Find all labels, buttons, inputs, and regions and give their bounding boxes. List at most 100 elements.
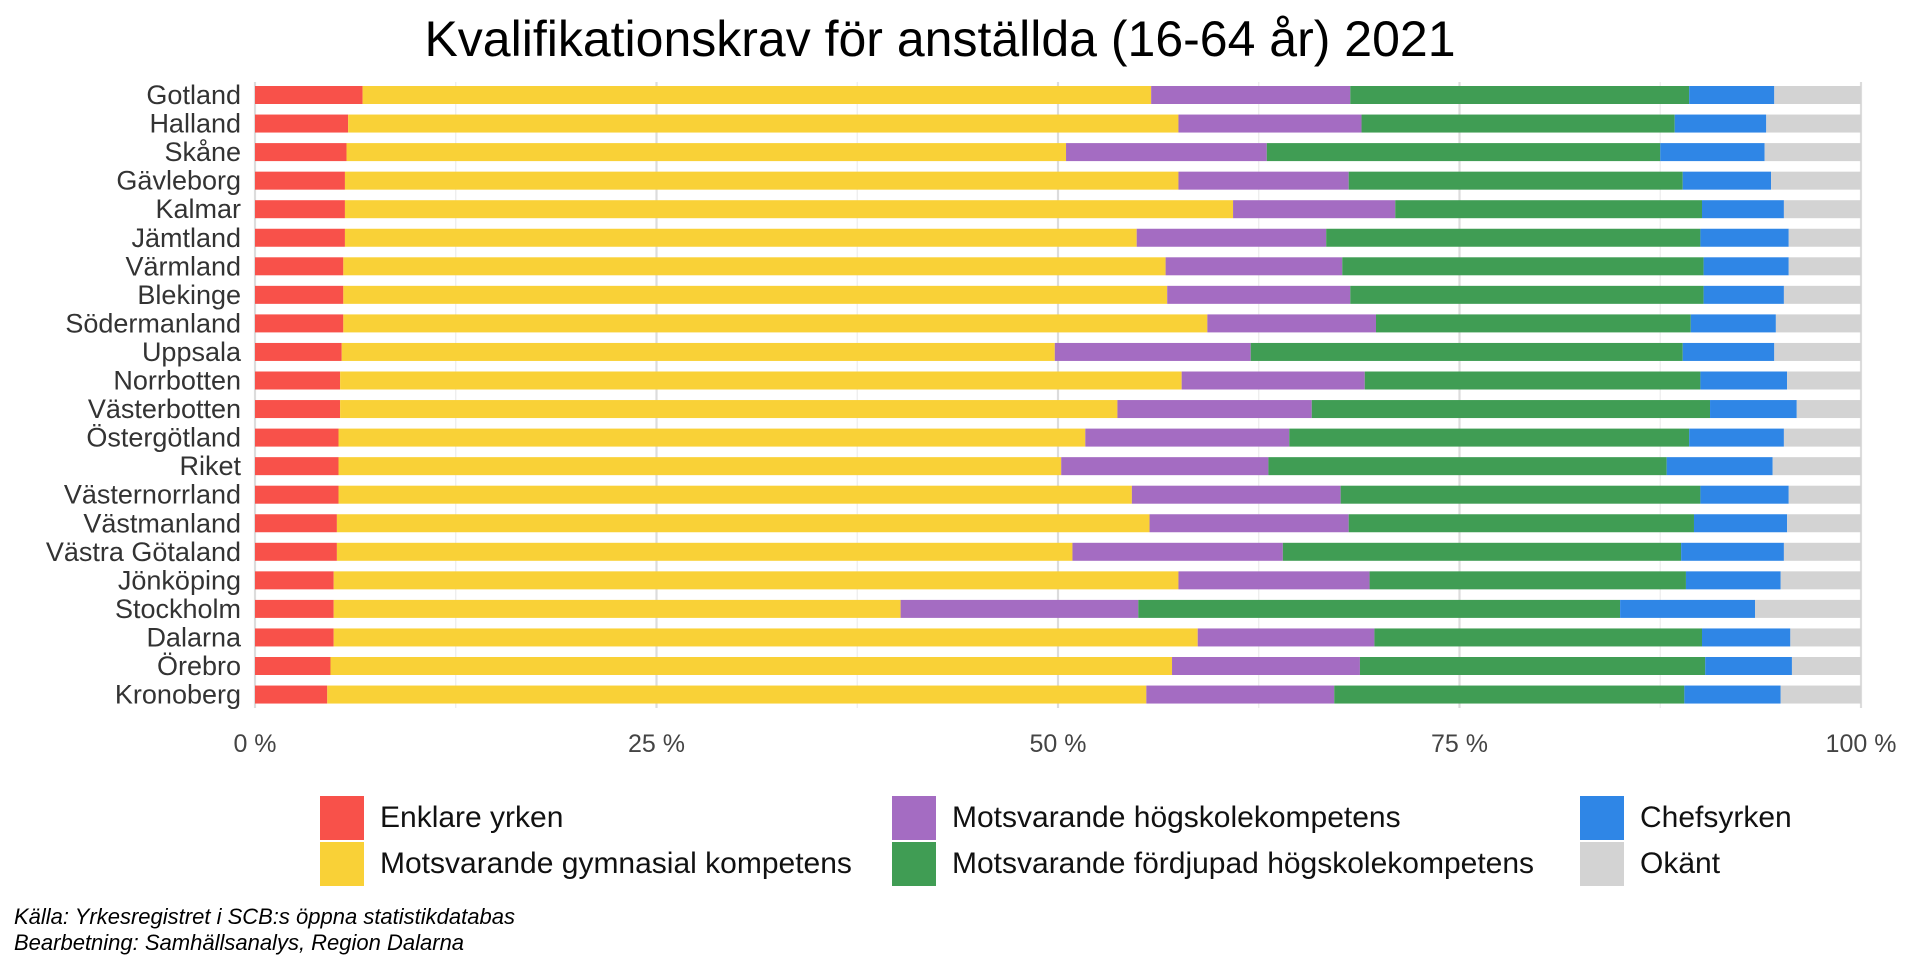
bar-segment	[327, 685, 1147, 704]
category-label: Västmanland	[83, 508, 241, 538]
category-label: Jämtland	[131, 223, 241, 253]
legend-label: Enklare yrken	[380, 801, 564, 834]
bar-segment	[1787, 371, 1861, 390]
bar-segment	[1780, 685, 1861, 704]
bar-segment	[1178, 114, 1362, 133]
bar-segment	[255, 628, 334, 647]
category-label: Stockholm	[115, 594, 241, 624]
category-label: Blekinge	[137, 280, 241, 310]
bar-segment	[255, 200, 345, 219]
bar-segment	[255, 428, 339, 447]
bar-segment	[1700, 228, 1789, 247]
bar-segment	[255, 228, 345, 247]
bar-segment	[1783, 285, 1861, 304]
bar-segment	[1085, 428, 1290, 447]
bar-segment	[255, 143, 347, 162]
bar-segment	[1266, 143, 1661, 162]
bar-segment	[1702, 628, 1791, 647]
bar-segment	[1783, 542, 1861, 561]
bar-segment	[1369, 571, 1686, 590]
bar-segment	[344, 228, 1137, 247]
bar-segment	[1775, 314, 1861, 333]
bar-segment	[1705, 657, 1792, 675]
bar-segment	[255, 285, 344, 304]
x-tick-label: 75 %	[1431, 730, 1488, 758]
bar-segment	[1066, 143, 1267, 162]
bar-segment	[1146, 685, 1335, 704]
bar-segment	[1054, 342, 1251, 361]
bar-segment	[1178, 571, 1370, 590]
legend-label: Motsvarande gymnasial kompetens	[380, 847, 852, 880]
bar-segment	[338, 428, 1086, 447]
bar-segment	[1149, 514, 1349, 533]
bar-segment	[1660, 143, 1765, 162]
category-label: Jönköping	[118, 565, 241, 595]
category-label: Västra Götaland	[46, 537, 241, 567]
legend-swatch	[892, 796, 936, 840]
bar-segment	[1682, 342, 1775, 361]
bar-segment	[1780, 571, 1861, 590]
category-labels: GotlandHallandSkåneGävleborgKalmarJämtla…	[46, 80, 242, 710]
bar-segment	[336, 514, 1150, 533]
bar-segment	[1375, 314, 1691, 333]
bar-segment	[1787, 514, 1861, 533]
bar-segment	[1790, 628, 1861, 647]
bar-segment	[1681, 542, 1784, 561]
bar-segment	[1788, 228, 1861, 247]
bar-segment	[1348, 514, 1694, 533]
category-label: Västernorrland	[64, 480, 241, 510]
bar-segment	[343, 285, 1168, 304]
bar-segment	[362, 86, 1152, 104]
legend-label: Motsvarande högskolekompetens	[952, 801, 1401, 834]
bar-segment	[255, 514, 337, 533]
bar-segment	[255, 114, 349, 133]
bar-segment	[1689, 428, 1784, 447]
bar-segment	[1250, 342, 1683, 361]
legend-item: Motsvarande fördjupad högskolekompetens	[892, 841, 1534, 887]
bar-segment	[1771, 171, 1861, 190]
bar-segment	[255, 657, 331, 675]
category-label: Södermanland	[65, 308, 241, 338]
bar-segment	[1072, 542, 1283, 561]
bar-segment	[1620, 599, 1756, 618]
legend-swatch	[1580, 842, 1624, 886]
x-axis-ticks: 0 % 25 % 50 % 75 % 100 %	[233, 730, 1896, 758]
category-label: Dalarna	[146, 622, 242, 652]
bar-segment	[255, 400, 341, 419]
category-label: Östergötland	[86, 423, 241, 453]
chart-title: Kvalifikationskrav för anställda (16-64 …	[424, 11, 1456, 67]
bar-segment	[1151, 86, 1351, 104]
bar-segment	[1207, 314, 1376, 333]
bar-segment	[1181, 371, 1365, 390]
category-label: Uppsala	[142, 337, 242, 367]
bar-segment	[1117, 400, 1312, 419]
bar-segment	[1755, 599, 1861, 618]
source-note: Källa: Yrkesregistret i SCB:s öppna stat…	[14, 904, 515, 956]
bar-segment	[1700, 371, 1788, 390]
bar-segment	[1178, 171, 1349, 190]
bar-segment	[255, 685, 328, 704]
bar-segment	[255, 342, 342, 361]
bar-segment	[1703, 285, 1784, 304]
legend-item: Chefsyrken	[1580, 795, 1792, 841]
bar-segment	[348, 114, 1179, 133]
bar-segment	[1167, 285, 1351, 304]
x-tick-label: 25 %	[628, 730, 685, 758]
bar-segment	[341, 342, 1055, 361]
legend: Enklare yrken Motsvarande gymnasial kompe…	[320, 795, 1860, 895]
bar-segment	[1682, 171, 1772, 190]
bar-segment	[1233, 200, 1396, 219]
bar-segment	[1364, 371, 1701, 390]
category-label: Västerbotten	[88, 394, 241, 424]
bar-segment	[1395, 200, 1703, 219]
category-label: Riket	[179, 451, 241, 481]
bar-segment	[336, 542, 1073, 561]
bar-segment	[1788, 485, 1861, 504]
bar-segment	[1350, 86, 1690, 104]
bar-segment	[1268, 457, 1667, 476]
bar-segment	[340, 371, 1182, 390]
category-label: Gotland	[146, 80, 241, 110]
bar-segment	[1666, 457, 1773, 476]
bar-segment	[255, 599, 334, 618]
x-tick-label: 100 %	[1826, 730, 1897, 758]
